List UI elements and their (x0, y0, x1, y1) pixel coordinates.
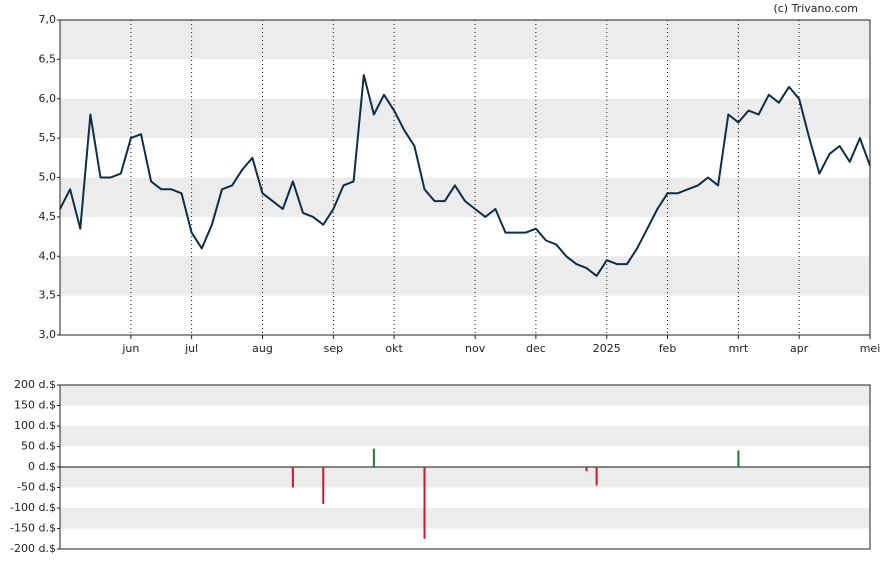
grid-band (60, 508, 870, 529)
x-tick-label: feb (659, 342, 677, 355)
y-tick-label: 3,0 (39, 328, 57, 341)
y-tick-label: 6,5 (39, 52, 57, 65)
bar (322, 467, 325, 504)
bar (372, 448, 375, 467)
bar (585, 467, 588, 472)
grid-band (60, 426, 870, 447)
y-tick-label: 4,0 (39, 249, 57, 262)
y-tick-label: 5,5 (39, 131, 57, 144)
bar (291, 467, 294, 488)
y-tick-label: 7,0 (39, 13, 57, 26)
price-line (59, 74, 871, 277)
bar (737, 450, 740, 467)
x-tick-label: jul (184, 342, 198, 355)
grid-band (60, 98, 870, 139)
y-tick-label: 50 d.$ (21, 440, 56, 453)
y-tick-label: -100 d.$ (10, 501, 56, 514)
y-tick-label: 3,5 (39, 289, 57, 302)
x-tick-label: mrt (729, 342, 749, 355)
grid-band (60, 177, 870, 217)
y-tick-label: 6,0 (39, 92, 57, 105)
grid-band (60, 385, 870, 406)
plot-frame (59, 19, 871, 336)
bar (423, 467, 426, 539)
x-tick-label: jun (121, 342, 139, 355)
x-tick-label: dec (526, 342, 546, 355)
grid-band (60, 467, 870, 488)
x-tick-label: nov (465, 342, 486, 355)
grid-band (60, 256, 870, 296)
grid-band (60, 20, 870, 60)
plot-frame (59, 384, 871, 550)
x-tick-label: sep (324, 342, 343, 355)
y-tick-label: -200 d.$ (10, 542, 56, 555)
y-tick-label: 150 d.$ (14, 399, 56, 412)
y-tick-label: -150 d.$ (10, 522, 56, 535)
y-tick-label: -50 d.$ (17, 481, 56, 494)
x-tick-label: 2025 (593, 342, 621, 355)
x-tick-label: okt (385, 342, 403, 355)
y-tick-label: 0 d.$ (28, 460, 56, 473)
bar (595, 467, 598, 486)
x-tick-label: mei (860, 342, 881, 355)
x-tick-label: apr (790, 342, 809, 355)
y-tick-label: 100 d.$ (14, 419, 56, 432)
y-tick-label: 5,0 (39, 171, 57, 184)
y-tick-label: 4,5 (39, 210, 57, 223)
y-tick-label: 200 d.$ (14, 378, 56, 391)
x-tick-label: aug (252, 342, 273, 355)
credit: (c) Trivano.com (773, 2, 858, 15)
